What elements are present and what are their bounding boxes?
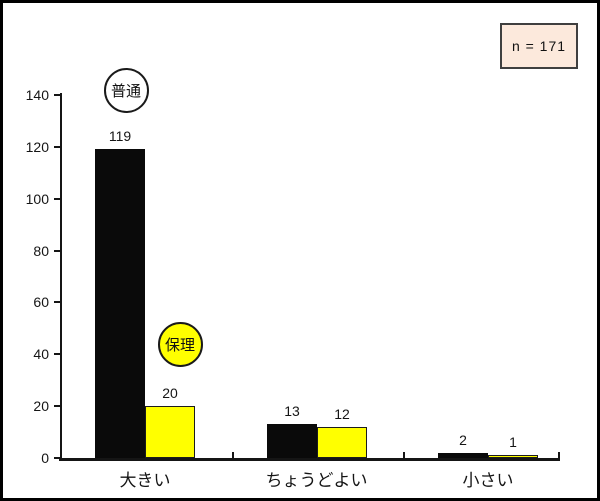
y-axis-tick [54, 405, 62, 408]
bar-series0-cat2 [438, 452, 488, 458]
y-axis-tick-label: 40 [33, 346, 49, 363]
x-axis-line [59, 458, 560, 461]
series-label-circle: 普通 [103, 67, 149, 113]
y-axis-tick-label: 100 [25, 190, 49, 207]
bar-value-label: 20 [162, 385, 178, 402]
x-axis-tick [558, 452, 560, 458]
bar-series1-cat1 [317, 426, 367, 458]
y-axis-tick-label: 60 [33, 294, 49, 311]
y-axis-tick [54, 94, 62, 96]
y-axis-tick [54, 301, 62, 304]
bar-value-label: 119 [108, 128, 132, 145]
x-axis-category-label: 小さい [462, 471, 514, 490]
y-axis-tick-label: 0 [41, 450, 49, 466]
bar-value-label: 1 [509, 434, 517, 451]
bar-series1-cat0 [145, 406, 195, 458]
y-axis-tick [54, 197, 62, 200]
y-axis-tick [54, 145, 62, 148]
bar-value-label: 13 [284, 403, 300, 420]
x-axis-category-label: ちょうどよい [265, 471, 368, 490]
y-axis-line [60, 93, 62, 461]
bar-series0-cat1 [267, 424, 317, 458]
sample-size-label: n = 171 [511, 38, 567, 54]
y-axis-tick-label: 20 [33, 398, 49, 415]
series-label-circle: 保理 [157, 321, 203, 367]
x-axis-tick [231, 452, 234, 458]
sample-size-box: n = 171 [500, 23, 578, 69]
x-axis-tick [402, 452, 405, 458]
x-axis-category-label: 大きい [119, 471, 171, 490]
y-axis-tick [54, 457, 62, 459]
y-axis-tick-label: 120 [25, 138, 49, 155]
y-axis-tick [54, 353, 62, 356]
y-axis-tick-label: 140 [25, 87, 49, 103]
bar-series1-cat2 [488, 455, 538, 458]
y-axis-tick [54, 249, 62, 252]
bar-value-label: 2 [459, 431, 467, 448]
bar-value-label: 12 [334, 405, 350, 422]
y-axis-tick-label: 80 [33, 242, 49, 259]
bar-series0-cat0 [95, 149, 145, 458]
